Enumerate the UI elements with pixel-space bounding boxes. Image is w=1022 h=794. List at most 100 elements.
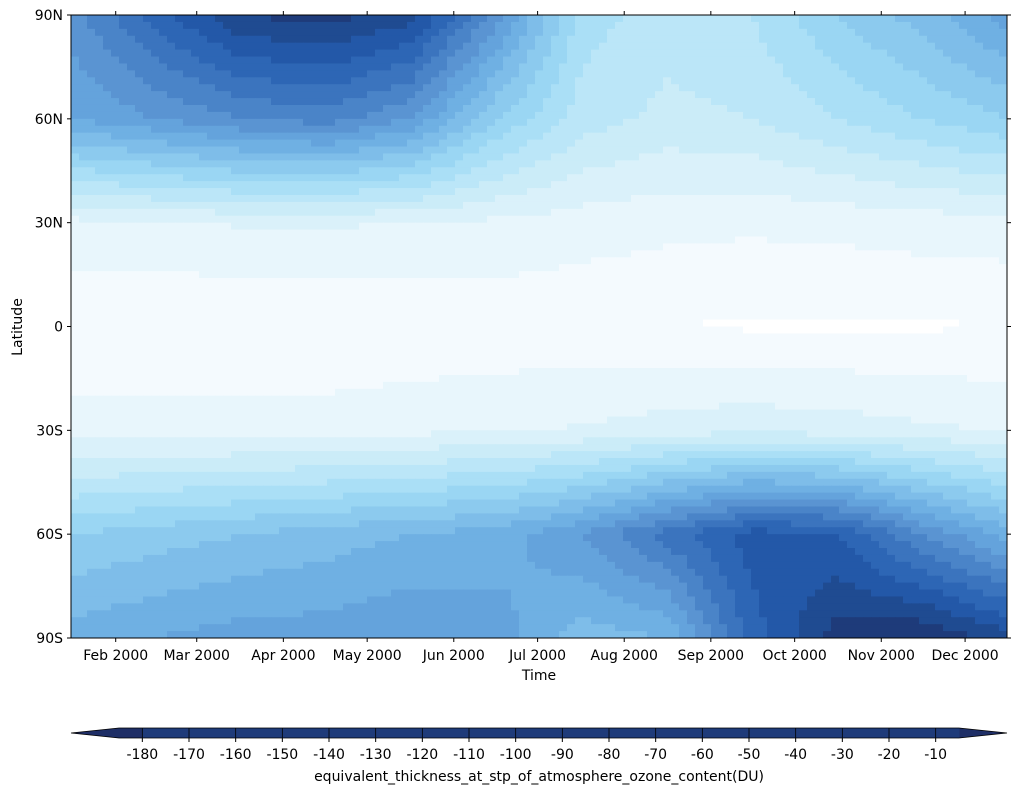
- contour-cell: [95, 201, 104, 210]
- contour-cell: [567, 271, 576, 279]
- contour-cell: [967, 118, 976, 127]
- contour-cell: [415, 15, 424, 23]
- contour-cell: [855, 278, 864, 286]
- contour-cell: [799, 139, 808, 148]
- contour-cell: [503, 298, 512, 307]
- contour-cell: [127, 236, 136, 245]
- contour-cell: [111, 257, 120, 265]
- contour-cell: [759, 146, 768, 155]
- contour-cell: [303, 264, 312, 272]
- contour-cell: [143, 70, 152, 78]
- contour-cell: [591, 257, 600, 265]
- contour-cell: [823, 77, 832, 85]
- contour-cell: [519, 35, 528, 44]
- contour-cell: [191, 125, 200, 134]
- contour-cell: [511, 174, 520, 182]
- contour-cell: [783, 111, 792, 120]
- contour-cell: [495, 84, 504, 92]
- contour-cell: [247, 284, 256, 293]
- contour-cell: [271, 77, 280, 85]
- contour-cell: [711, 49, 720, 58]
- contour-cell: [871, 291, 880, 300]
- contour-cell: [583, 111, 592, 120]
- contour-cell: [695, 91, 704, 99]
- contour-cell: [607, 305, 616, 314]
- contour-cell: [839, 278, 848, 286]
- contour-cell: [511, 167, 520, 175]
- contour-cell: [319, 188, 328, 196]
- contour-cell: [951, 139, 960, 148]
- contour-cell: [655, 208, 664, 217]
- contour-cell: [855, 153, 864, 161]
- contour-cell: [887, 257, 896, 265]
- contour-cell: [903, 167, 912, 175]
- contour-cell: [375, 84, 384, 92]
- contour-cell: [407, 49, 416, 58]
- contour-cell: [95, 15, 104, 23]
- contour-cell: [839, 15, 848, 23]
- contour-cell: [887, 250, 896, 258]
- contour-cell: [447, 42, 456, 51]
- contour-cell: [975, 21, 984, 30]
- contour-cell: [311, 194, 320, 203]
- contour-cell: [247, 77, 256, 85]
- contour-cell: [679, 28, 688, 37]
- contour-cell: [719, 201, 728, 210]
- contour-cell: [351, 264, 360, 272]
- contour-cell: [207, 49, 216, 58]
- contour-cell: [431, 222, 440, 231]
- contour-cell: [495, 42, 504, 51]
- contour-cell: [695, 271, 704, 279]
- contour-cell: [551, 284, 560, 293]
- contour-cell: [735, 42, 744, 51]
- contour-cell: [807, 243, 816, 251]
- contour-cell: [967, 15, 976, 23]
- contour-cell: [687, 118, 696, 127]
- contour-cell: [719, 215, 728, 224]
- contour-cell: [671, 139, 680, 148]
- contour-cell: [791, 21, 800, 30]
- contour-cell: [743, 243, 752, 251]
- contour-cell: [703, 132, 712, 141]
- contour-cell: [463, 298, 472, 307]
- contour-cell: [487, 15, 496, 23]
- contour-cell: [631, 278, 640, 286]
- contour-cell: [375, 278, 384, 286]
- contour-cell: [655, 264, 664, 272]
- contour-cell: [279, 153, 288, 161]
- contour-cell: [351, 153, 360, 161]
- contour-cell: [631, 118, 640, 127]
- contour-cell: [631, 305, 640, 314]
- contour-cell: [127, 174, 136, 182]
- contour-cell: [263, 257, 272, 265]
- contour-cell: [895, 98, 904, 106]
- contour-cell: [599, 132, 608, 141]
- contour-cell: [335, 208, 344, 217]
- contour-cell: [583, 174, 592, 182]
- contour-cell: [631, 49, 640, 58]
- contour-cell: [663, 21, 672, 30]
- contour-cell: [911, 229, 920, 238]
- contour-cell: [303, 284, 312, 293]
- contour-cell: [487, 91, 496, 99]
- contour-cell: [927, 70, 936, 78]
- contour-cell: [295, 305, 304, 314]
- contour-cell: [959, 15, 968, 23]
- contour-cell: [807, 63, 816, 71]
- contour-cell: [335, 291, 344, 300]
- contour-cell: [415, 35, 424, 44]
- contour-cell: [607, 215, 616, 224]
- contour-cell: [279, 28, 288, 37]
- contour-cell: [735, 236, 744, 245]
- contour-cell: [295, 194, 304, 203]
- contour-cell: [919, 104, 928, 113]
- contour-cell: [111, 132, 120, 141]
- contour-cell: [103, 104, 112, 113]
- contour-cell: [103, 284, 112, 293]
- contour-cell: [991, 42, 1000, 51]
- contour-cell: [703, 250, 712, 258]
- contour-cell: [303, 118, 312, 127]
- contour-cell: [455, 98, 464, 106]
- contour-cell: [391, 132, 400, 141]
- contour-cell: [175, 257, 184, 265]
